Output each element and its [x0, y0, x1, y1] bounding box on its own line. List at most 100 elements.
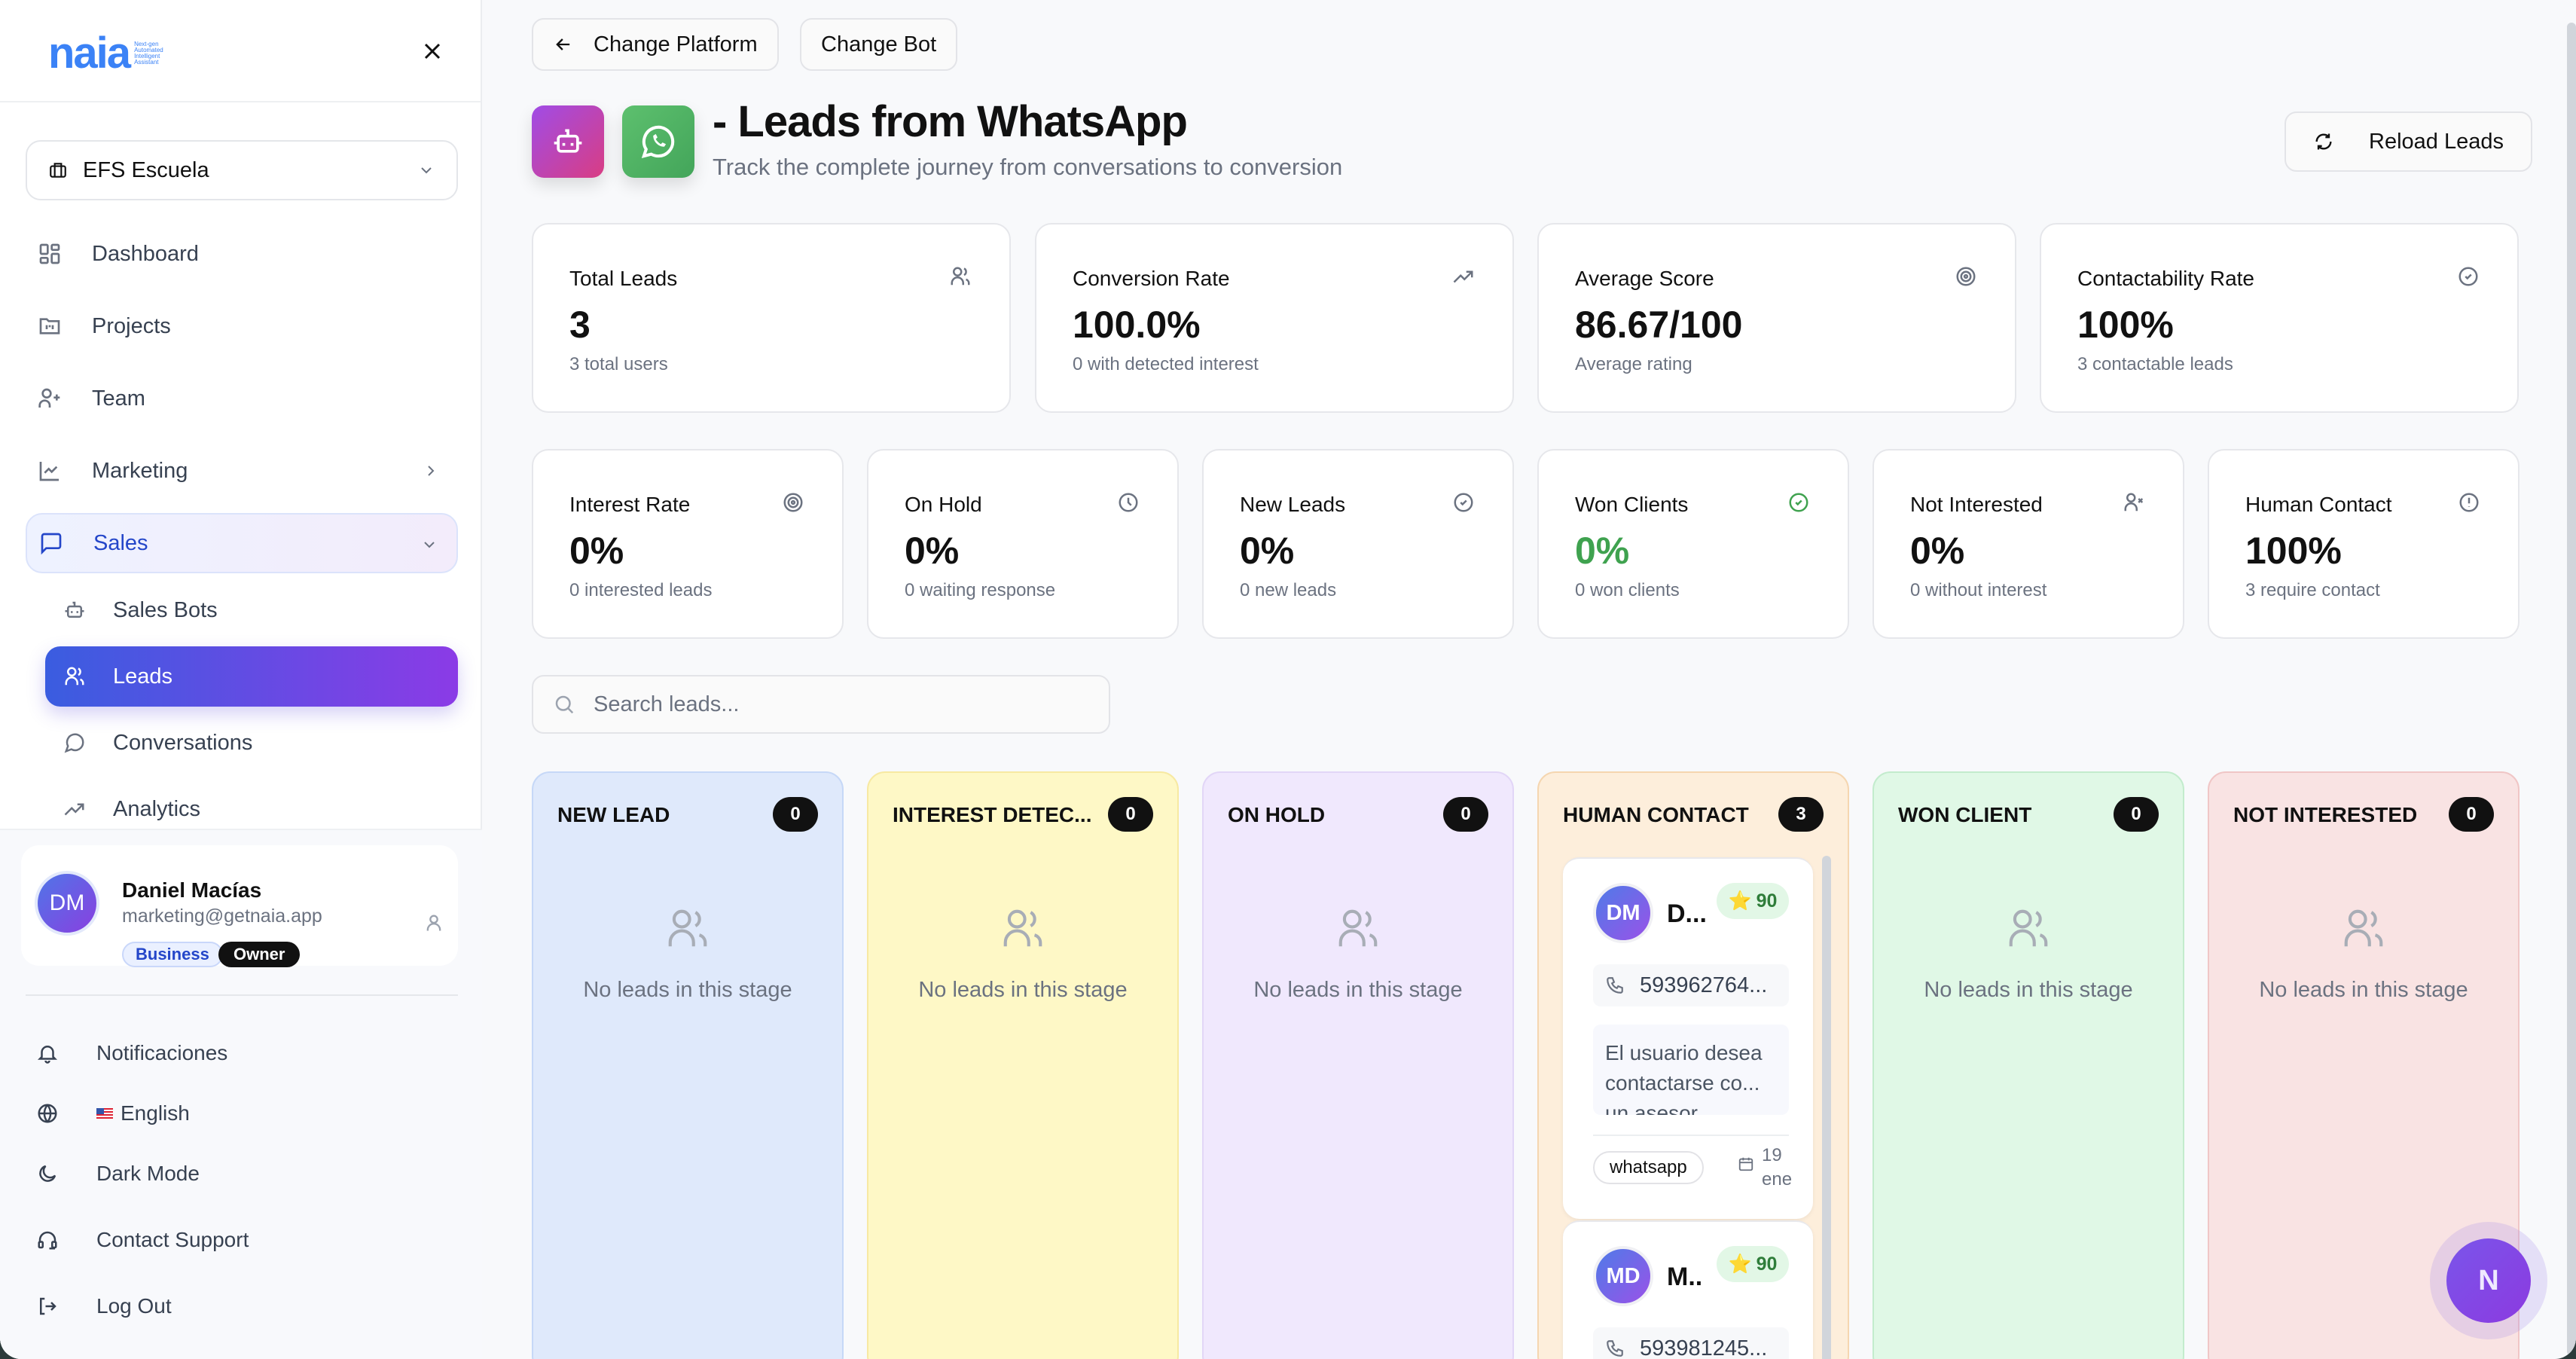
stat-card-new-leads: New Leads 0% 0 new leads	[1202, 449, 1514, 639]
headset-icon	[38, 1231, 57, 1250]
lead-avatar: DM	[1593, 883, 1653, 943]
check-circle-icon	[1789, 493, 1808, 512]
sidebar-item-dashboard[interactable]: Dashboard	[26, 224, 458, 284]
target-icon	[1956, 267, 1976, 286]
user-email: marketing@getnaia.app	[122, 905, 322, 927]
column-title: HUMAN CONTACT	[1563, 803, 1749, 826]
column-scrollbar[interactable]	[1822, 856, 1831, 1359]
sidebar-subitem-label: Conversations	[113, 730, 253, 755]
lead-date: 19 ene	[1738, 1144, 1799, 1192]
lead-description: El usuario desea contactarse co... un as…	[1593, 1025, 1789, 1115]
sidebar-subitem-analytics[interactable]: Analytics	[45, 779, 458, 839]
page-subtitle: Track the complete journey from conversa…	[713, 154, 1343, 180]
stat-title: Not Interested	[1910, 493, 2043, 516]
search-box[interactable]	[532, 675, 1110, 734]
stat-subtext: 0 without interest	[1910, 580, 2047, 600]
plan-badge: Business	[122, 942, 223, 967]
notifications-item[interactable]: Notificaciones	[36, 1031, 458, 1076]
search-input[interactable]	[594, 692, 1076, 717]
user-icon[interactable]	[423, 912, 444, 934]
logo-wordmark: naia	[48, 29, 131, 78]
lead-description-line: un asesor.	[1605, 1101, 1703, 1115]
assistant-fab-button[interactable]: N	[2430, 1222, 2547, 1339]
lead-phone: 593981245...	[1593, 1327, 1789, 1359]
sidebar-item-marketing[interactable]: Marketing	[26, 441, 458, 501]
column-count-badge: 0	[1443, 797, 1488, 832]
bot-badge	[532, 105, 604, 178]
phone-icon	[1607, 1340, 1623, 1357]
whatsapp-icon	[641, 125, 675, 158]
user-x-icon	[2124, 493, 2144, 512]
bot-icon	[65, 601, 84, 618]
stat-card-interest-rate: Interest Rate 0% 0 interested leads	[532, 449, 844, 639]
stat-subtext: 0 waiting response	[905, 580, 1056, 600]
sidebar-subitem-leads[interactable]: Leads	[45, 646, 458, 707]
stat-value: 86.67/100	[1575, 304, 1743, 346]
user-plus-icon	[38, 388, 60, 408]
users-icon	[65, 667, 84, 686]
sidebar-item-team[interactable]: Team	[26, 368, 458, 429]
stat-value: 100.0%	[1073, 304, 1201, 346]
change-bot-button[interactable]: Change Bot	[800, 18, 958, 71]
lead-card[interactable]: MD M.. ⭐ 90 593981245...	[1563, 1220, 1813, 1359]
column-count-badge: 0	[773, 797, 818, 832]
language-label: English	[121, 1101, 190, 1125]
stat-value: 0%	[1240, 530, 1295, 572]
phone-icon	[1607, 977, 1623, 994]
moon-icon	[39, 1165, 56, 1182]
sidebar-item-sales[interactable]: Sales	[26, 513, 458, 573]
column-count-badge: 0	[1108, 797, 1153, 832]
trending-up-icon	[1453, 270, 1473, 283]
dark-mode-item[interactable]: Dark Mode	[36, 1151, 458, 1196]
calendar-icon	[1738, 1157, 1753, 1171]
sidebar-header: naia Next-gen Automated Intelligent Assi…	[0, 0, 481, 102]
bell-icon	[37, 1046, 58, 1064]
users-icon	[1003, 909, 1042, 947]
sidebar-subitem-sales-bots[interactable]: Sales Bots	[45, 580, 458, 640]
change-platform-button[interactable]: Change Platform	[532, 18, 779, 71]
page-scrollbar[interactable]	[2567, 23, 2576, 1356]
dashboard-icon	[39, 243, 60, 264]
logout-label: Log Out	[96, 1294, 172, 1318]
stat-card-won-clients: Won Clients 0% 0 won clients	[1537, 449, 1849, 639]
close-sidebar-button[interactable]	[419, 38, 446, 65]
reload-leads-button[interactable]: Reload Leads	[2285, 111, 2532, 172]
sidebar-subitem-conversations[interactable]: Conversations	[45, 713, 458, 773]
change-platform-label: Change Platform	[594, 32, 758, 56]
bot-icon	[554, 129, 582, 153]
logout-icon	[40, 1297, 56, 1315]
arrow-left-icon	[556, 38, 570, 50]
clock-icon	[1119, 493, 1138, 512]
lead-card[interactable]: DM D... ⭐ 90 593962764... El usuario des…	[1563, 857, 1813, 1219]
role-badge: Owner	[218, 942, 301, 967]
stat-card-conversion-rate: Conversion Rate 100.0% 0 with detected i…	[1035, 223, 1514, 413]
sidebar-item-label: Sales	[93, 530, 148, 555]
user-profile-card[interactable]: DM Daniel Macías marketing@getnaia.app B…	[21, 845, 458, 967]
naia-logo[interactable]: naia Next-gen Automated Intelligent Assi…	[48, 29, 163, 78]
logout-item[interactable]: Log Out	[36, 1284, 458, 1329]
stat-card-contactability-rate: Contactability Rate 100% 3 contactable l…	[2040, 223, 2519, 413]
contact-support-item[interactable]: Contact Support	[36, 1217, 458, 1263]
column-title: ON HOLD	[1228, 803, 1326, 826]
sidebar-subitem-label: Sales Bots	[113, 597, 218, 622]
lead-score-value: 90	[1756, 1253, 1778, 1275]
users-icon	[668, 909, 707, 947]
organization-selector[interactable]: EFS Escuela	[26, 140, 458, 200]
sidebar-item-label: Team	[92, 386, 145, 411]
alert-circle-icon	[2459, 493, 2479, 512]
sidebar-item-label: Dashboard	[92, 241, 199, 266]
folder-icon	[39, 318, 60, 334]
lead-avatar: MD	[1593, 1246, 1653, 1306]
column-count-badge: 0	[2114, 797, 2159, 832]
logo-tagline: Next-gen Automated Intelligent Assistant	[134, 41, 163, 66]
users-icon	[1338, 909, 1378, 947]
sidebar: naia Next-gen Automated Intelligent Assi…	[0, 0, 482, 1359]
stat-subtext: 3 require contact	[2245, 580, 2380, 600]
language-item[interactable]: English	[36, 1091, 458, 1136]
lead-description-line: El usuario desea	[1605, 1041, 1763, 1064]
lead-phone-number: 593981245...	[1640, 1336, 1768, 1359]
stat-value: 100%	[2077, 304, 2174, 346]
users-icon	[951, 267, 970, 286]
sidebar-item-projects[interactable]: Projects	[26, 296, 458, 356]
change-bot-label: Change Bot	[821, 32, 937, 56]
